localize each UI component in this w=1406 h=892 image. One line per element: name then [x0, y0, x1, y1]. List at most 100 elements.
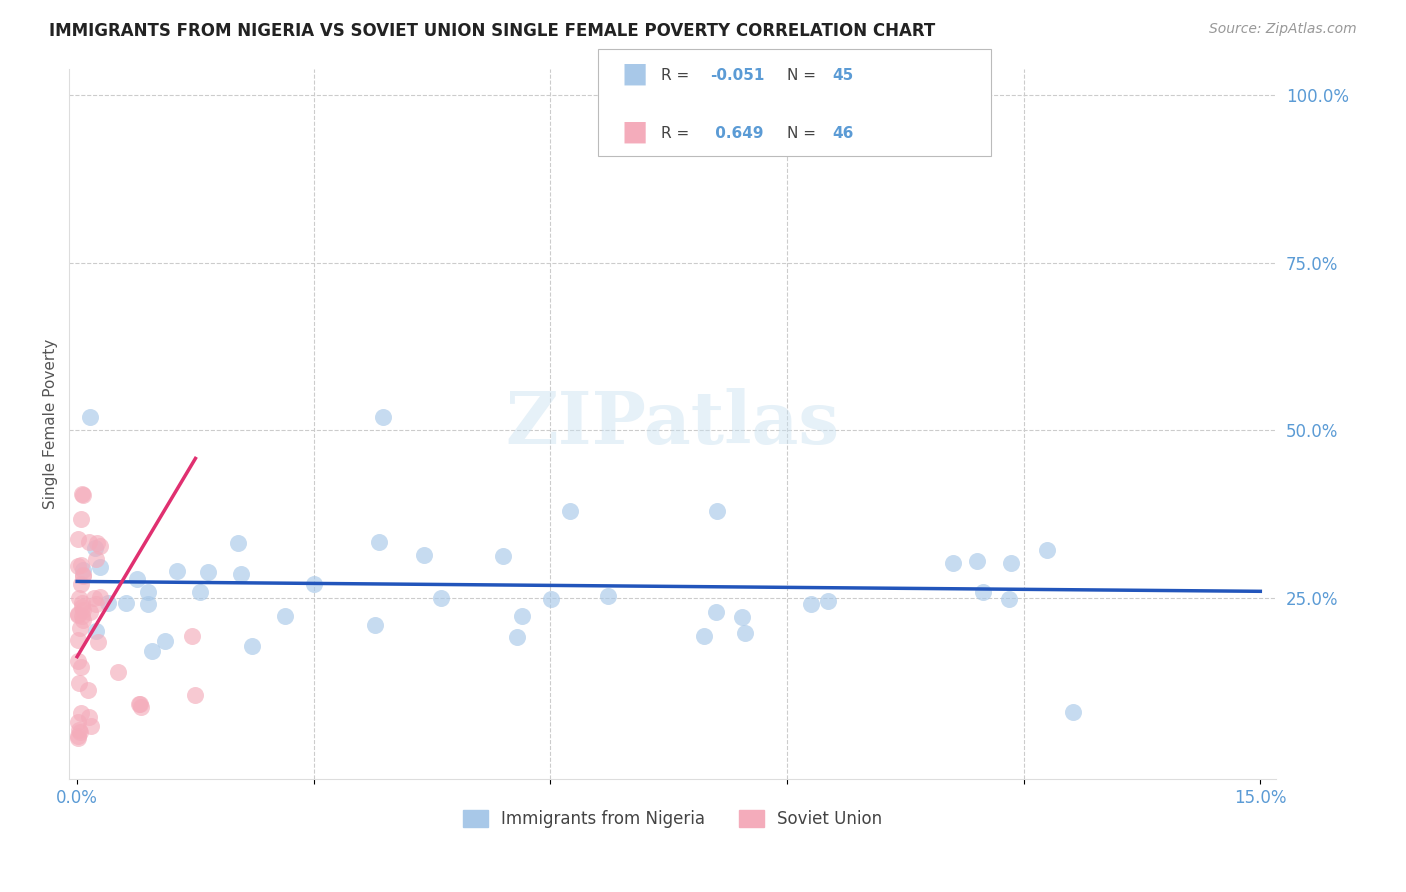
Point: [368, 534, 391, 549]
Point: [141, 644, 163, 658]
Point: [153, 634, 176, 648]
Point: [70, 608, 93, 623]
Point: [83, 591, 105, 606]
Text: 0.649: 0.649: [710, 127, 763, 141]
Point: [89, 591, 111, 605]
Text: ZIPatlas: ZIPatlas: [506, 388, 839, 459]
Point: [77, 710, 100, 724]
Point: [67, 723, 90, 737]
Legend: Immigrants from Nigeria, Soviet Union: Immigrants from Nigeria, Soviet Union: [457, 803, 889, 835]
Point: [67, 591, 90, 606]
Point: [371, 410, 394, 425]
Point: [180, 629, 202, 643]
Text: ■: ■: [621, 117, 648, 145]
Point: [72, 486, 94, 500]
Point: [125, 572, 148, 586]
Point: [1000, 556, 1022, 570]
Point: [540, 591, 562, 606]
Point: [66, 633, 89, 648]
Point: [84, 551, 107, 566]
Point: [413, 548, 436, 562]
Point: [69, 706, 91, 721]
Point: [89, 560, 111, 574]
Point: [72, 568, 94, 582]
Point: [512, 609, 534, 624]
Point: [67, 676, 90, 690]
Point: [97, 597, 120, 611]
Text: 45: 45: [832, 69, 853, 83]
Point: [364, 617, 387, 632]
Point: [115, 596, 138, 610]
Text: 46: 46: [832, 127, 853, 141]
Text: N =: N =: [787, 69, 821, 83]
Point: [107, 665, 129, 680]
Point: [492, 549, 515, 563]
Point: [997, 592, 1019, 607]
Point: [70, 596, 93, 610]
Point: [72, 563, 94, 577]
Point: [77, 683, 100, 698]
Point: [188, 585, 211, 599]
Point: [80, 719, 103, 733]
Point: [67, 714, 90, 729]
Point: [972, 585, 994, 599]
Text: N =: N =: [787, 127, 821, 141]
Point: [1062, 705, 1084, 719]
Point: [69, 724, 91, 739]
Point: [69, 512, 91, 526]
Point: [129, 698, 152, 712]
Point: [89, 539, 111, 553]
Point: [596, 589, 619, 603]
Point: [69, 621, 91, 635]
Point: [72, 614, 94, 628]
Point: [72, 603, 94, 617]
Point: [706, 504, 728, 518]
Point: [184, 688, 207, 702]
Point: [240, 639, 263, 653]
Y-axis label: Single Female Poverty: Single Female Poverty: [44, 339, 58, 508]
Point: [226, 535, 249, 549]
Point: [72, 568, 94, 582]
Point: [731, 610, 754, 624]
Point: [79, 605, 101, 619]
Point: [86, 535, 108, 549]
Point: [67, 533, 90, 547]
Point: [966, 554, 988, 568]
Point: [1035, 543, 1057, 558]
Point: [70, 660, 93, 674]
Point: [302, 577, 325, 591]
Text: R =: R =: [661, 69, 695, 83]
Point: [67, 559, 90, 574]
Point: [70, 599, 93, 614]
Point: [430, 591, 453, 605]
Point: [692, 629, 714, 643]
Point: [800, 597, 823, 611]
Point: [79, 410, 101, 425]
Point: [942, 556, 965, 570]
Point: [70, 558, 93, 572]
Point: [704, 606, 727, 620]
Point: [87, 635, 110, 649]
Point: [229, 566, 252, 581]
Text: Source: ZipAtlas.com: Source: ZipAtlas.com: [1209, 22, 1357, 37]
Point: [84, 541, 107, 556]
Point: [734, 625, 756, 640]
Point: [66, 729, 89, 743]
Point: [128, 697, 150, 711]
Point: [273, 609, 295, 624]
Point: [84, 597, 107, 611]
Text: R =: R =: [661, 127, 695, 141]
Point: [67, 731, 90, 745]
Point: [136, 597, 159, 611]
Text: ■: ■: [621, 59, 648, 87]
Point: [66, 608, 89, 623]
Point: [69, 577, 91, 591]
Text: -0.051: -0.051: [710, 69, 765, 83]
Point: [817, 593, 839, 607]
Point: [86, 624, 108, 638]
Point: [72, 488, 94, 502]
Point: [67, 654, 90, 668]
Point: [166, 564, 188, 578]
Text: IMMIGRANTS FROM NIGERIA VS SOVIET UNION SINGLE FEMALE POVERTY CORRELATION CHART: IMMIGRANTS FROM NIGERIA VS SOVIET UNION …: [49, 22, 935, 40]
Point: [77, 535, 100, 549]
